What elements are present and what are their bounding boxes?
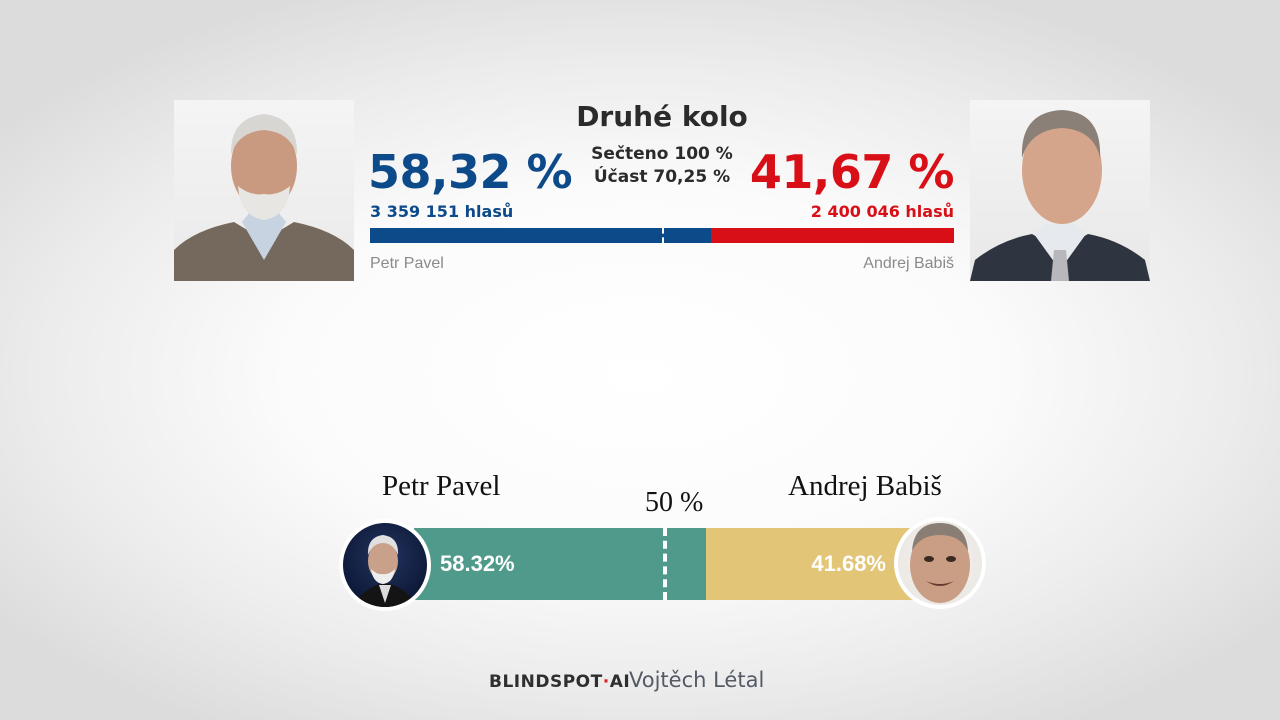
babis-percent: 41,67 %: [749, 145, 955, 199]
majority-line-top: [662, 228, 664, 243]
pavel-bar-segment-bottom: 58.32%: [414, 528, 706, 600]
brand-text: BLINDSPOT: [489, 672, 603, 692]
result-bar-bottom: 58.32% 41.68%: [414, 528, 914, 600]
petr-pavel-photo: [174, 100, 354, 281]
blindspot-logo: BLINDSPOT·AI: [489, 672, 630, 692]
midpoint-label: 50 %: [645, 487, 704, 518]
babis-avatar: [894, 517, 986, 609]
pavel-percent: 58,32 %: [368, 145, 573, 199]
babis-name-label: Andrej Babiš: [863, 255, 954, 272]
author-name: Vojtěch Létal: [629, 668, 765, 692]
brand-suffix: AI: [609, 672, 631, 692]
pavel-value-label: 58.32%: [440, 551, 515, 576]
brand-dot: ·: [602, 672, 610, 692]
turnout-label: Účast 70,25 %: [593, 167, 731, 187]
majority-line-bottom: [663, 528, 667, 600]
babis-value-label: 41.68%: [811, 551, 886, 576]
babis-name-heading: Andrej Babiš: [788, 470, 942, 502]
count-status: Sečteno 100 % Účast 70,25 %: [560, 143, 764, 189]
babis-bar-segment: [710, 228, 954, 243]
counted-label: Sečteno 100 %: [591, 144, 733, 164]
pavel-bar-segment: [370, 228, 711, 243]
andrej-babis-photo: [970, 100, 1150, 281]
babis-votes: 2 400 046 hlasů: [810, 202, 954, 221]
result-bar-top: [370, 228, 954, 243]
pavel-name-label: Petr Pavel: [370, 255, 444, 272]
pavel-votes: 3 359 151 hlasů: [370, 202, 514, 221]
babis-bar-segment-bottom: 41.68%: [705, 528, 914, 600]
pavel-avatar: [339, 519, 431, 611]
pavel-name-heading: Petr Pavel: [382, 470, 501, 502]
round-title: Druhé kolo: [576, 100, 748, 133]
